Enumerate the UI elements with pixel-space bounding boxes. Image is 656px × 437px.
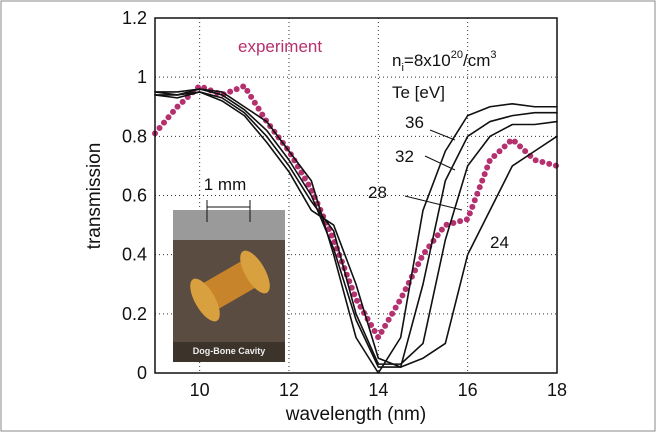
density-sup2: 3 [490, 49, 496, 61]
density-n: n [392, 51, 401, 70]
y-axis-label: transmission [84, 143, 105, 250]
x-tick-label: 14 [368, 380, 388, 400]
curve-label: 36 [405, 113, 424, 132]
page: Dog-Bone Cavity 1 mm experiment ni=8x102… [0, 0, 656, 437]
curve-label: 28 [368, 183, 387, 202]
inset-caption: Dog-Bone Cavity [193, 346, 266, 356]
x-axis-label: wavelength (nm) [285, 404, 426, 425]
curve-label: 32 [395, 147, 414, 166]
y-tick-label: 1.2 [122, 8, 147, 28]
experiment-label: experiment [238, 37, 322, 56]
x-tick-label: 18 [547, 380, 567, 400]
x-tick-label: 12 [279, 380, 299, 400]
density-unit: /cm [463, 51, 490, 70]
x-tick-label: 16 [458, 380, 478, 400]
inset-photo: Dog-Bone Cavity [173, 210, 285, 362]
chart: Dog-Bone Cavity 1 mm experiment ni=8x102… [0, 0, 656, 432]
y-tick-label: 1 [137, 67, 147, 87]
curve-label: 24 [490, 233, 509, 252]
te-label: Te [eV] [392, 83, 445, 102]
density-sup: 20 [451, 49, 463, 61]
y-tick-label: 0.4 [122, 245, 147, 265]
x-tick-label: 10 [190, 380, 210, 400]
y-tick-label: 0 [137, 363, 147, 383]
density-mid: =8x10 [404, 51, 451, 70]
y-tick-label: 0.2 [122, 304, 147, 324]
y-tick-label: 0.8 [122, 126, 147, 146]
scale-label: 1 mm [204, 175, 247, 194]
y-tick-label: 0.6 [122, 186, 147, 206]
